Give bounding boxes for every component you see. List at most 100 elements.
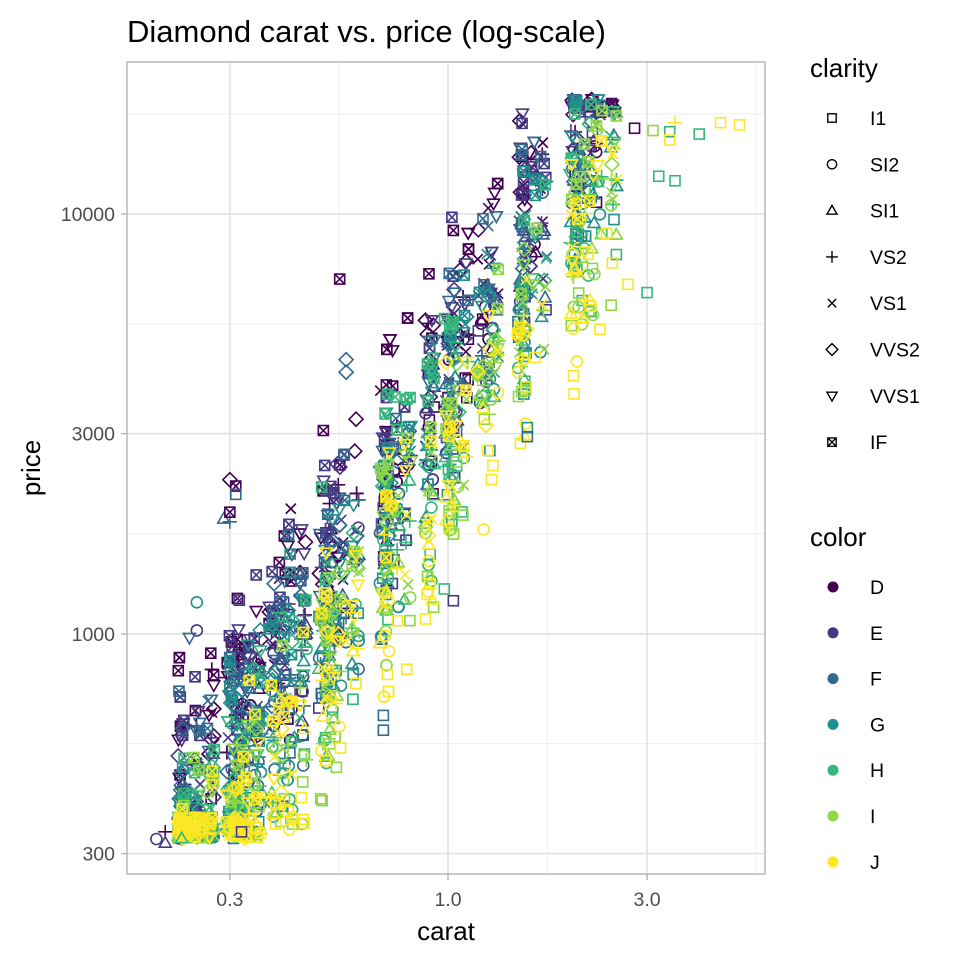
data-point [274, 596, 290, 609]
data-point [253, 645, 268, 659]
color-legend-label: F [870, 669, 882, 691]
data-point [380, 593, 397, 610]
data-point [379, 542, 392, 555]
outlier-point [714, 116, 727, 129]
data-point [240, 639, 256, 653]
data-point [344, 656, 360, 669]
data-point [417, 312, 434, 329]
data-point [482, 407, 497, 422]
data-point [377, 690, 391, 703]
data-point [402, 579, 414, 591]
outlier-point [190, 624, 204, 637]
data-point [345, 524, 362, 542]
data-point [472, 325, 485, 337]
data-point [488, 361, 504, 375]
data-point [397, 591, 412, 605]
data-point [578, 206, 593, 221]
data-point [594, 323, 606, 336]
data-point [205, 812, 218, 824]
data-point [319, 754, 332, 767]
data-point [227, 780, 244, 797]
data-point [377, 527, 392, 542]
data-point [566, 248, 579, 261]
data-point [297, 626, 310, 639]
outlier-point [438, 583, 451, 595]
data-point [384, 499, 397, 512]
clarity-legend-label: SI2 [870, 154, 899, 176]
y-axis: 300 1000 3000 10000 [61, 204, 127, 866]
outlier-point [447, 594, 460, 607]
data-point [329, 455, 346, 473]
data-point [424, 421, 437, 434]
color-legend-key-dot [827, 673, 839, 685]
data-point [234, 817, 248, 831]
data-point [485, 322, 502, 339]
data-point [536, 298, 548, 310]
data-point [425, 435, 437, 447]
data-point [173, 651, 186, 664]
data-point [460, 392, 473, 404]
data-point [330, 564, 348, 582]
data-point [390, 412, 402, 425]
data-point [204, 801, 216, 813]
data-point [293, 680, 308, 695]
data-point [266, 565, 278, 578]
color-legend-key-dot [827, 810, 839, 822]
data-point [264, 790, 276, 802]
data-point [379, 408, 391, 420]
x-tick-label: 3.0 [634, 889, 661, 911]
data-point [519, 417, 532, 430]
data-point [610, 110, 623, 122]
data-point [605, 106, 621, 120]
data-point [252, 648, 264, 661]
y-tick-label: 1000 [72, 624, 116, 646]
data-point [392, 518, 407, 532]
data-point [584, 195, 596, 208]
data-point [171, 824, 186, 839]
data-point [249, 821, 262, 834]
x-tick-label: 1.0 [434, 889, 461, 911]
x-axis: 0.3 1.0 3.0 [216, 874, 661, 911]
data-point [462, 294, 474, 307]
data-point [188, 829, 200, 841]
data-point [570, 198, 583, 210]
data-point [458, 258, 474, 272]
data-point [582, 155, 595, 168]
data-point [490, 293, 502, 305]
data-point [586, 262, 599, 275]
data-point [390, 554, 406, 568]
data-point [481, 444, 494, 457]
data-point [539, 178, 552, 191]
data-point [284, 623, 296, 635]
data-point [237, 750, 250, 763]
data-point [474, 300, 490, 314]
clarity-legend-key-icon [827, 437, 837, 447]
data-point [570, 355, 584, 368]
outlier-point [377, 709, 390, 722]
data-point [458, 269, 470, 282]
data-point [530, 222, 543, 235]
data-point [349, 486, 364, 501]
data-point [235, 723, 251, 737]
data-point [603, 156, 621, 173]
data-point [529, 189, 542, 202]
data-point [581, 115, 598, 133]
data-point [349, 598, 362, 611]
clarity-legend-key-icon [825, 342, 839, 357]
data-point [284, 548, 296, 560]
data-point [177, 787, 190, 800]
data-point [568, 388, 580, 400]
outlier-point [608, 213, 620, 226]
data-point [518, 321, 535, 338]
outlier-point [221, 471, 238, 488]
data-point [428, 401, 440, 413]
data-point [568, 224, 584, 238]
data-point [540, 252, 552, 265]
data-point [315, 607, 328, 620]
data-point [515, 108, 530, 122]
data-point [460, 346, 472, 358]
data-point [439, 489, 455, 503]
data-point [345, 643, 361, 657]
clarity-legend-label: SI1 [870, 201, 899, 223]
data-point [443, 472, 456, 485]
